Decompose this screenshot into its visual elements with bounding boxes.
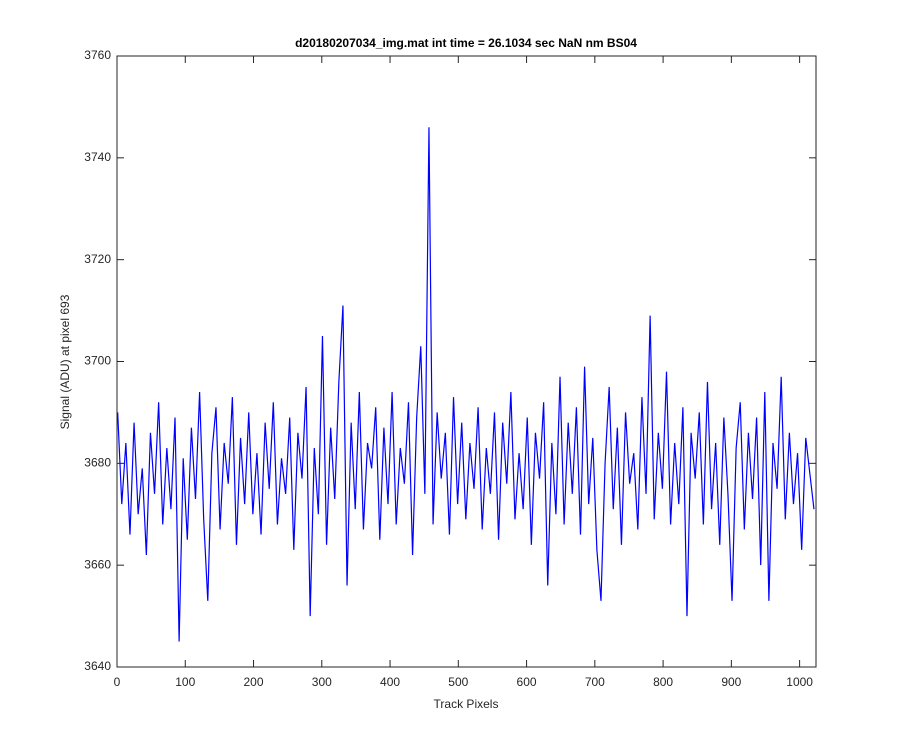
x-tick-label: 900 — [721, 675, 741, 689]
x-tick-label: 0 — [114, 675, 121, 689]
y-tick-label: 3720 — [84, 252, 111, 266]
chart-title: d20180207034_img.mat int time = 26.1034 … — [295, 36, 637, 50]
y-axis-label: Signal (ADU) at pixel 693 — [58, 294, 72, 429]
y-tick-label: 3700 — [84, 354, 111, 368]
x-tick-label: 500 — [448, 675, 468, 689]
data-line — [117, 127, 815, 642]
y-tick-label: 3760 — [84, 48, 111, 62]
x-tick-label: 400 — [380, 675, 400, 689]
x-tick-label: 700 — [585, 675, 605, 689]
y-tick-label: 3680 — [84, 456, 111, 470]
y-tick-label: 3640 — [84, 659, 111, 673]
x-tick-label: 1000 — [786, 675, 813, 689]
y-tick-label: 3740 — [84, 150, 111, 164]
x-tick-label: 200 — [244, 675, 264, 689]
x-axis-label: Track Pixels — [434, 697, 499, 711]
x-tick-label: 300 — [312, 675, 332, 689]
y-tick-label: 3660 — [84, 557, 111, 571]
x-tick-label: 800 — [653, 675, 673, 689]
plot-frame — [116, 55, 817, 668]
x-tick-label: 600 — [517, 675, 537, 689]
x-tick-label: 100 — [175, 675, 195, 689]
